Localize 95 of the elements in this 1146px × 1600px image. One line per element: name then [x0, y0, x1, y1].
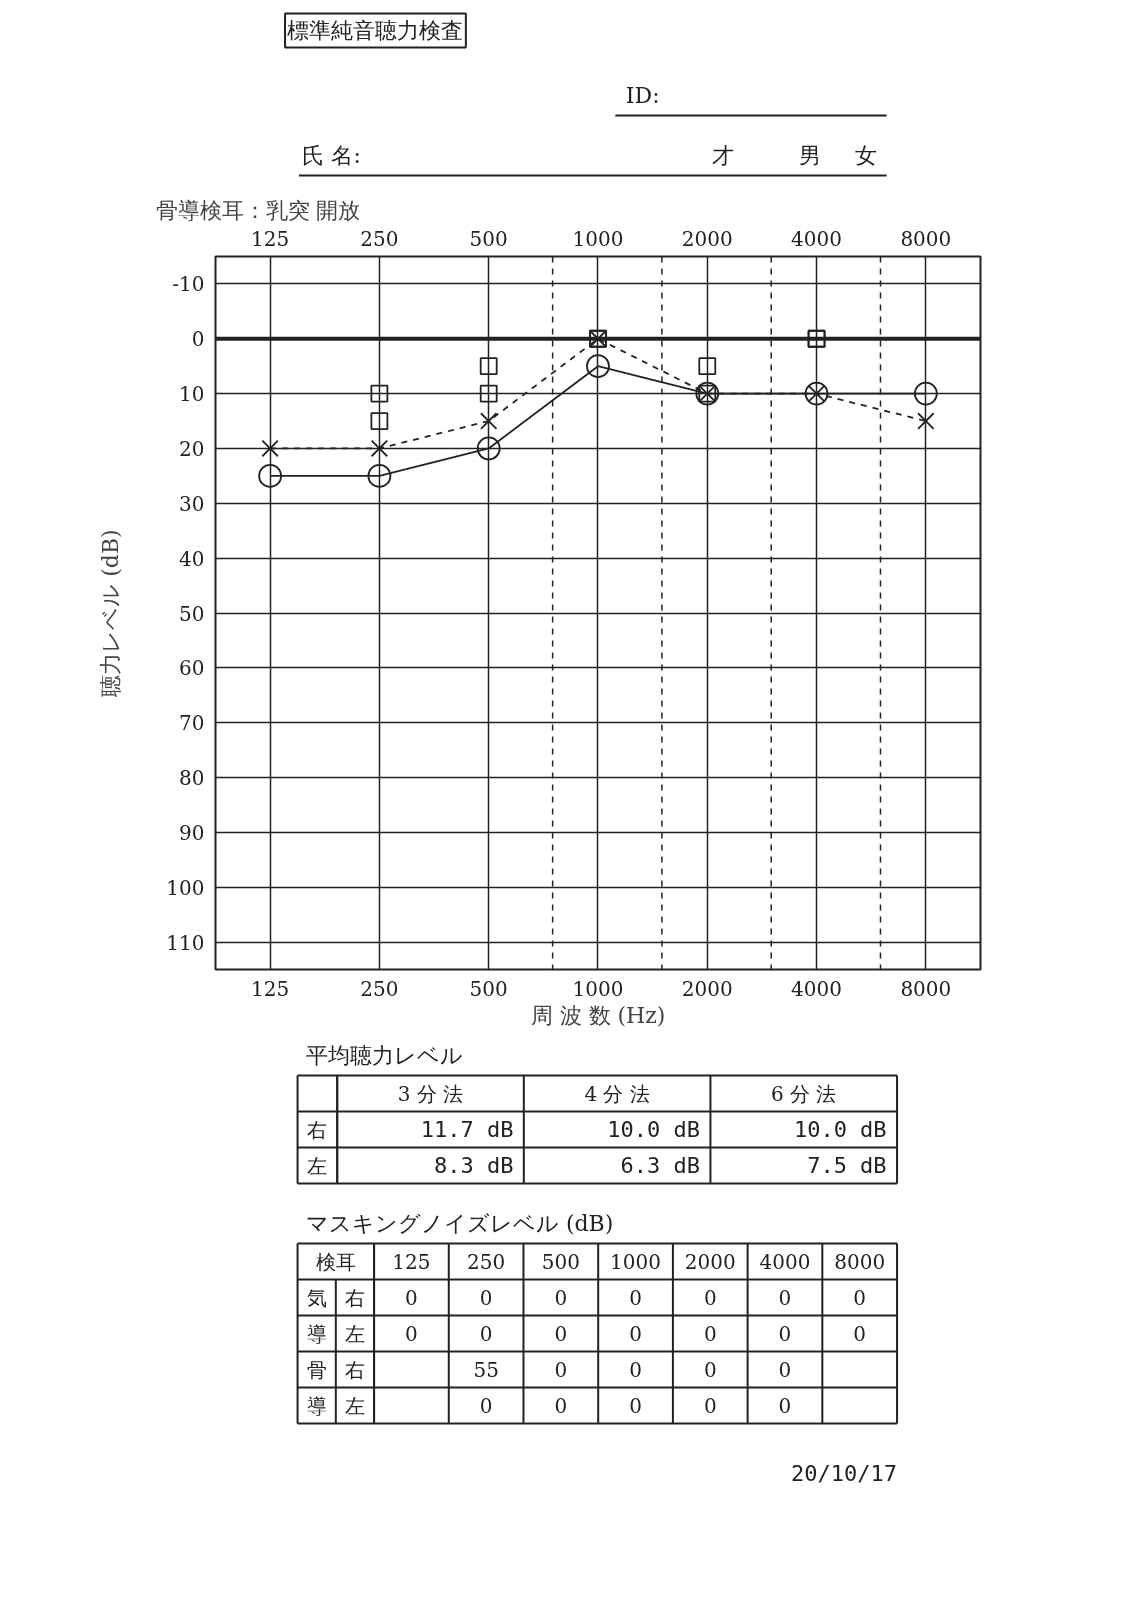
- y-tick-label: 20: [179, 436, 205, 461]
- text: 0: [405, 1286, 418, 1310]
- category-label: 導 左: [306, 1393, 365, 1418]
- category-label: 1000: [610, 1250, 662, 1274]
- text: 0: [629, 1358, 642, 1382]
- text: 0: [405, 1322, 418, 1346]
- point: [917, 412, 935, 430]
- text: 8.3 dB: [433, 1153, 514, 1178]
- text: 0: [703, 1394, 717, 1418]
- y-tick-label: 10: [179, 382, 205, 407]
- category-label: 2000: [684, 1250, 736, 1274]
- x-tick-label: 1000: [572, 226, 624, 251]
- category-label: 500: [469, 976, 508, 1001]
- x-tick-label: 2000: [681, 226, 733, 251]
- text: マスキングノイズレベル (dB): [305, 1211, 614, 1236]
- point: [258, 464, 283, 488]
- category-label: 500: [541, 1250, 580, 1274]
- y-tick-label: 60: [179, 656, 205, 681]
- category-label: 8000: [834, 1250, 886, 1274]
- point: [480, 412, 498, 430]
- point: [913, 381, 938, 406]
- text: 0: [554, 1394, 568, 1418]
- text: 10.0 dB: [793, 1117, 887, 1142]
- y-tick-label: 100: [166, 875, 205, 900]
- text: 0: [479, 1394, 493, 1418]
- category-label: 4000: [791, 976, 843, 1001]
- text: 男: [799, 143, 822, 168]
- x-tick-label: 125: [251, 226, 290, 251]
- text: 0: [479, 1322, 493, 1346]
- text: 標準純音聴力検査: [287, 18, 464, 43]
- y-tick-label: 70: [179, 711, 205, 736]
- text: 才: [712, 143, 735, 168]
- text: 10.0 dB: [607, 1117, 700, 1142]
- category-label: 4 分 法: [584, 1081, 650, 1106]
- text: 0: [853, 1286, 867, 1310]
- category-label: 6 分 法: [771, 1081, 837, 1106]
- text: 0: [703, 1286, 717, 1310]
- text: 氏 名:: [302, 143, 361, 168]
- text: 0: [554, 1322, 568, 1346]
- text: 7.5 dB: [807, 1153, 887, 1178]
- x-tick-label: 250: [360, 226, 399, 251]
- x-tick-label: 500: [469, 226, 508, 251]
- text: 55: [473, 1358, 499, 1382]
- category-label: 125: [392, 1250, 431, 1274]
- y-tick-label: 80: [179, 766, 205, 791]
- y-tick-label: 30: [179, 491, 205, 516]
- point: [367, 464, 392, 488]
- point: [476, 436, 501, 461]
- text: 0: [629, 1286, 642, 1310]
- point: [586, 354, 610, 379]
- text: ID:: [625, 83, 660, 108]
- category-label: 3 分 法: [397, 1081, 464, 1106]
- text: 0: [778, 1394, 792, 1418]
- category-label: 左: [307, 1153, 328, 1178]
- category-label: 1000: [572, 976, 624, 1001]
- text: 女: [854, 143, 877, 168]
- category-label: 導 左: [306, 1321, 365, 1346]
- text: 0: [629, 1394, 642, 1418]
- y-tick-label: 40: [179, 546, 205, 571]
- x-tick-label: 4000: [791, 226, 843, 251]
- y-tick-label: 110: [166, 930, 205, 955]
- category-label: 2000: [681, 976, 733, 1001]
- point: [261, 439, 279, 458]
- y-tick-label: 90: [179, 820, 205, 845]
- category-label: 気 右: [306, 1285, 365, 1310]
- x-tick-label: 8000: [900, 226, 952, 251]
- y-axis-title: 聴力レベル (dB): [98, 529, 124, 697]
- text: 0: [778, 1286, 792, 1310]
- text: 11.7 dB: [420, 1117, 514, 1142]
- text: 0: [554, 1286, 568, 1310]
- category-label: 4000: [759, 1250, 811, 1274]
- text: 0: [703, 1322, 717, 1346]
- text: 0: [778, 1358, 792, 1382]
- y-tick-label: 50: [179, 601, 205, 626]
- text: 0: [778, 1322, 792, 1346]
- text: 0: [853, 1322, 867, 1346]
- text: 0: [629, 1322, 642, 1346]
- point: [370, 439, 389, 458]
- chart-subtitle: 骨導検耳：乳突 開放: [155, 197, 361, 223]
- category-label: 骨 右: [306, 1357, 365, 1382]
- y-tick-label: -10: [172, 272, 205, 297]
- category-label: 125: [251, 976, 290, 1001]
- text: 平均聴力レベル: [305, 1043, 463, 1068]
- text: 0: [479, 1286, 493, 1310]
- text: 検耳: [315, 1249, 356, 1274]
- category-label: 250: [467, 1250, 506, 1274]
- text: 6.3 dB: [620, 1153, 701, 1178]
- text: 20/10/17: [791, 1461, 898, 1486]
- text: 0: [554, 1358, 568, 1382]
- y-tick-label: 0: [191, 327, 205, 352]
- x-axis-title: 周 波 数 (Hz): [530, 1002, 666, 1028]
- text: 0: [703, 1358, 717, 1382]
- category-label: 250: [360, 976, 399, 1001]
- category-label: 8000: [900, 976, 952, 1001]
- category-label: 右: [307, 1117, 328, 1142]
